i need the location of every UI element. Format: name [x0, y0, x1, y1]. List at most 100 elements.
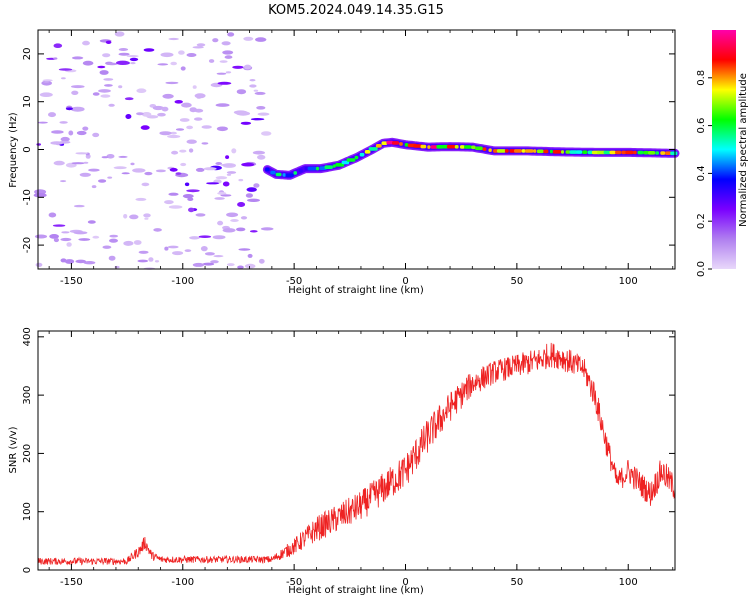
- spectrogram-noise-blob: [171, 150, 179, 155]
- spectrogram-noise-blob: [231, 148, 237, 154]
- spectrogram-ridge-cell: [637, 150, 644, 155]
- spectrogram-noise-blob: [141, 112, 152, 117]
- spectrogram-noise-blob: [92, 92, 100, 96]
- snr-ytick-label: 400: [22, 327, 33, 346]
- spectrogram-noise-blob: [179, 118, 190, 122]
- spectrogram-noise-blob: [212, 38, 219, 43]
- snr-xtick-label: 50: [510, 577, 523, 588]
- spectrogram-noise-blob: [75, 152, 88, 155]
- spectrogram-ridge-cell: [270, 170, 276, 175]
- spectrogram-noise-blob: [237, 202, 246, 207]
- spectrogram-noise-blob: [37, 121, 48, 124]
- spectrogram-noise-blob: [179, 149, 187, 153]
- spectrogram-noise-blob: [136, 112, 144, 116]
- spectrogram-noise-blob: [98, 89, 111, 93]
- spectrogram-noise-blob: [216, 126, 228, 132]
- spectrogram-ridge-cell: [609, 150, 616, 155]
- spectrogram-ridge-cell: [603, 150, 611, 155]
- spectrogram-ridge-cell: [621, 150, 627, 155]
- spectrogram-noise-blob: [83, 161, 89, 164]
- spectrogram-noise-blob: [157, 112, 166, 117]
- spectrogram-ridge-cell: [359, 152, 365, 157]
- spectrogram-noise-blob: [108, 103, 115, 107]
- snr-xtick-label: 0: [402, 577, 408, 588]
- spectrogram-noise-blob: [192, 85, 197, 89]
- spectrogram-noise-blob: [164, 246, 169, 251]
- spectrogram-ridge-cell: [460, 145, 465, 149]
- colorbar-tick-label: 0.6: [696, 118, 707, 134]
- spectrogram-noise-blob: [97, 65, 106, 69]
- spectrogram-noise-blob: [138, 250, 149, 254]
- spectrogram-noise-blob: [50, 141, 64, 145]
- spectrogram-ridge-cell: [597, 150, 606, 155]
- spectrogram-noise-blob: [157, 63, 169, 66]
- spectrogram-ridge-cell: [655, 151, 659, 155]
- spectrogram-noise-blob: [113, 166, 127, 170]
- spectrogram-noise-blob: [102, 245, 112, 249]
- spectrogram-noise-blob: [172, 251, 184, 256]
- spectrogram-ridge-cell: [521, 149, 526, 153]
- spectrogram-noise-blob: [221, 41, 231, 46]
- spectrogram-noise-blob: [118, 48, 129, 51]
- spectrogram-noise-blob: [188, 207, 195, 213]
- colorbar-tick-label: 0.2: [696, 213, 707, 229]
- spectrogram-noise-blob: [168, 205, 183, 209]
- snr-ytick-label: 200: [22, 444, 33, 463]
- spectrogram-ridge-cell: [464, 145, 472, 149]
- colorbar-tick-label: 0.4: [696, 165, 707, 181]
- spectrogram-noise-blob: [48, 112, 56, 118]
- spectrogram-ridge-cell: [496, 149, 506, 153]
- spectrogram-noise-blob: [53, 160, 65, 166]
- spectrogram-ridge-cell: [386, 140, 394, 145]
- spectrogram-ylabel: Frequency (Hz): [8, 112, 19, 188]
- spectrogram-ridge-cell: [275, 172, 282, 177]
- spectrogram-noise-blob: [140, 125, 150, 130]
- spectrogram-ytick-label: 20: [22, 48, 33, 61]
- spectrogram-noise-blob: [206, 182, 220, 185]
- spectrogram-ridge-cell: [307, 166, 317, 171]
- spectrogram-noise-blob: [189, 236, 200, 240]
- spectrogram-noise-blob: [215, 103, 230, 107]
- spectrogram-noise-blob: [68, 130, 74, 136]
- spectrogram-ridge-cell: [587, 150, 594, 155]
- spectrogram-noise-blob: [186, 53, 197, 57]
- snr-panel: -150 -100 -50 0 50 100 0 100 200 300 400 Height of…: [8, 327, 676, 596]
- spectrogram-noise-blob: [217, 81, 232, 85]
- spectrogram-noise-blob: [249, 84, 257, 88]
- spectrogram-noise-blob: [260, 227, 274, 231]
- spectrogram-ridge-cell: [561, 150, 564, 154]
- spectrogram-noise-blob: [194, 93, 206, 99]
- spectrogram-noise-blob: [118, 155, 128, 158]
- snr-ticks: -150 -100 -50 0 50 100 0 100 200 300 400: [22, 327, 675, 588]
- spectrogram-noise-blob: [243, 36, 254, 41]
- spectrogram-noise-blob: [249, 79, 256, 82]
- spectrogram-noise-blob: [224, 55, 233, 59]
- spectrogram-xlabel: Height of straight line (km): [288, 285, 424, 296]
- spectrogram-noise: [33, 31, 274, 270]
- spectrogram-noise-blob: [114, 31, 125, 37]
- spectrogram-noise-blob: [213, 255, 224, 258]
- spectrogram-ridge-cell: [364, 150, 371, 154]
- spectrogram-noise-blob: [194, 117, 203, 121]
- spectrogram-ridge-cell: [565, 150, 571, 154]
- spectrogram-noise-blob: [130, 162, 135, 166]
- spectrogram-xtick-label: 50: [510, 276, 523, 287]
- spectrogram-noise-blob: [43, 81, 50, 83]
- spectrogram-noise-blob: [59, 121, 68, 124]
- spectrogram-noise-blob: [160, 52, 174, 58]
- spectrogram-ridge-cell: [446, 144, 456, 149]
- spectrogram-noise-blob: [35, 262, 43, 267]
- spectrogram-noise-blob: [186, 139, 197, 144]
- spectrogram-noise-blob: [175, 128, 185, 131]
- spectrogram-noise-blob: [34, 234, 48, 239]
- spectrogram-noise-blob: [226, 171, 237, 174]
- spectrogram-ytick-label: -10: [22, 189, 33, 205]
- spectrogram-ridge-cell: [346, 158, 356, 162]
- snr-xtick-label: -50: [286, 577, 302, 588]
- spectrogram-noise-blob: [253, 183, 260, 188]
- spectrogram-noise-blob: [216, 72, 227, 75]
- spectrogram-noise-blob: [168, 192, 179, 196]
- spectrogram-noise-blob: [58, 68, 73, 71]
- spectrogram-noise-blob: [175, 172, 182, 175]
